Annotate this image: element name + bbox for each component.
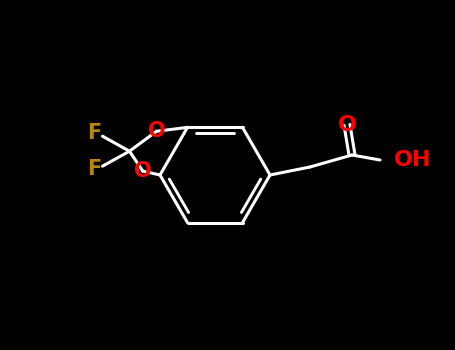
- Text: F: F: [87, 123, 101, 143]
- Text: O: O: [338, 115, 357, 135]
- Text: OH: OH: [394, 150, 431, 170]
- Text: O: O: [134, 161, 152, 181]
- Text: F: F: [87, 159, 101, 179]
- Text: O: O: [148, 121, 165, 141]
